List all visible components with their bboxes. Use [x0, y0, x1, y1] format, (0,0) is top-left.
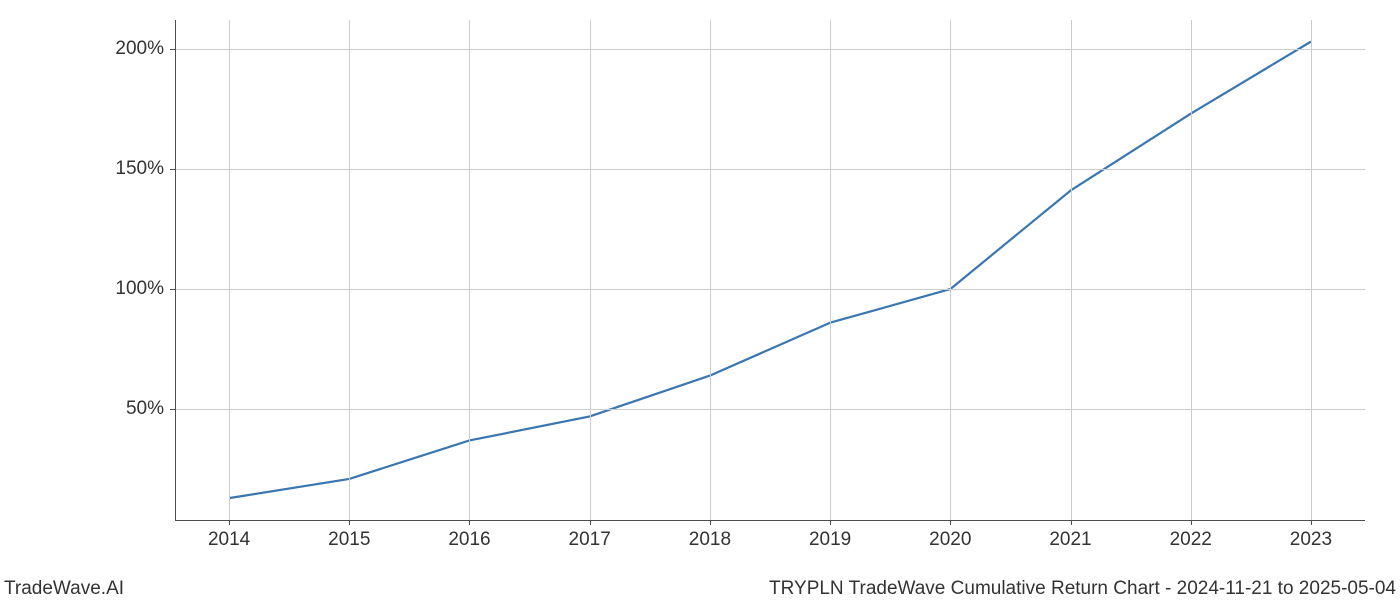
footer-source: TradeWave.AI [4, 578, 124, 600]
axis-spine-bottom [175, 520, 1365, 521]
x-tick-label: 2020 [929, 529, 971, 551]
y-tick-label: 50% [126, 398, 164, 420]
gridline-horizontal [175, 409, 1365, 410]
y-tick-label: 100% [115, 278, 164, 300]
axis-spine-left [175, 20, 176, 520]
x-tick-label: 2019 [809, 529, 851, 551]
y-tick-label: 150% [115, 158, 164, 180]
gridline-vertical [1311, 20, 1312, 520]
x-tick-label: 2015 [328, 529, 370, 551]
gridline-vertical [950, 20, 951, 520]
y-tick-label: 200% [115, 38, 164, 60]
gridline-vertical [229, 20, 230, 520]
plot-area [175, 20, 1365, 520]
gridline-vertical [590, 20, 591, 520]
line-layer [175, 20, 1365, 520]
gridline-horizontal [175, 289, 1365, 290]
chart-title-footer: TRYPLN TradeWave Cumulative Return Chart… [769, 578, 1396, 600]
gridline-vertical [710, 20, 711, 520]
x-tick-label: 2016 [448, 529, 490, 551]
cumulative-return-chart: TradeWave.AI TRYPLN TradeWave Cumulative… [0, 0, 1400, 600]
gridline-horizontal [175, 169, 1365, 170]
gridline-horizontal [175, 49, 1365, 50]
x-tick-label: 2018 [689, 529, 731, 551]
gridline-vertical [349, 20, 350, 520]
x-tick-label: 2021 [1049, 529, 1091, 551]
gridline-vertical [1191, 20, 1192, 520]
x-tick-label: 2022 [1170, 529, 1212, 551]
gridline-vertical [830, 20, 831, 520]
gridline-vertical [469, 20, 470, 520]
series-line-cumulative-return [229, 42, 1311, 499]
x-tick-label: 2014 [208, 529, 250, 551]
gridline-vertical [1071, 20, 1072, 520]
x-tick-label: 2023 [1290, 529, 1332, 551]
x-tick-label: 2017 [569, 529, 611, 551]
